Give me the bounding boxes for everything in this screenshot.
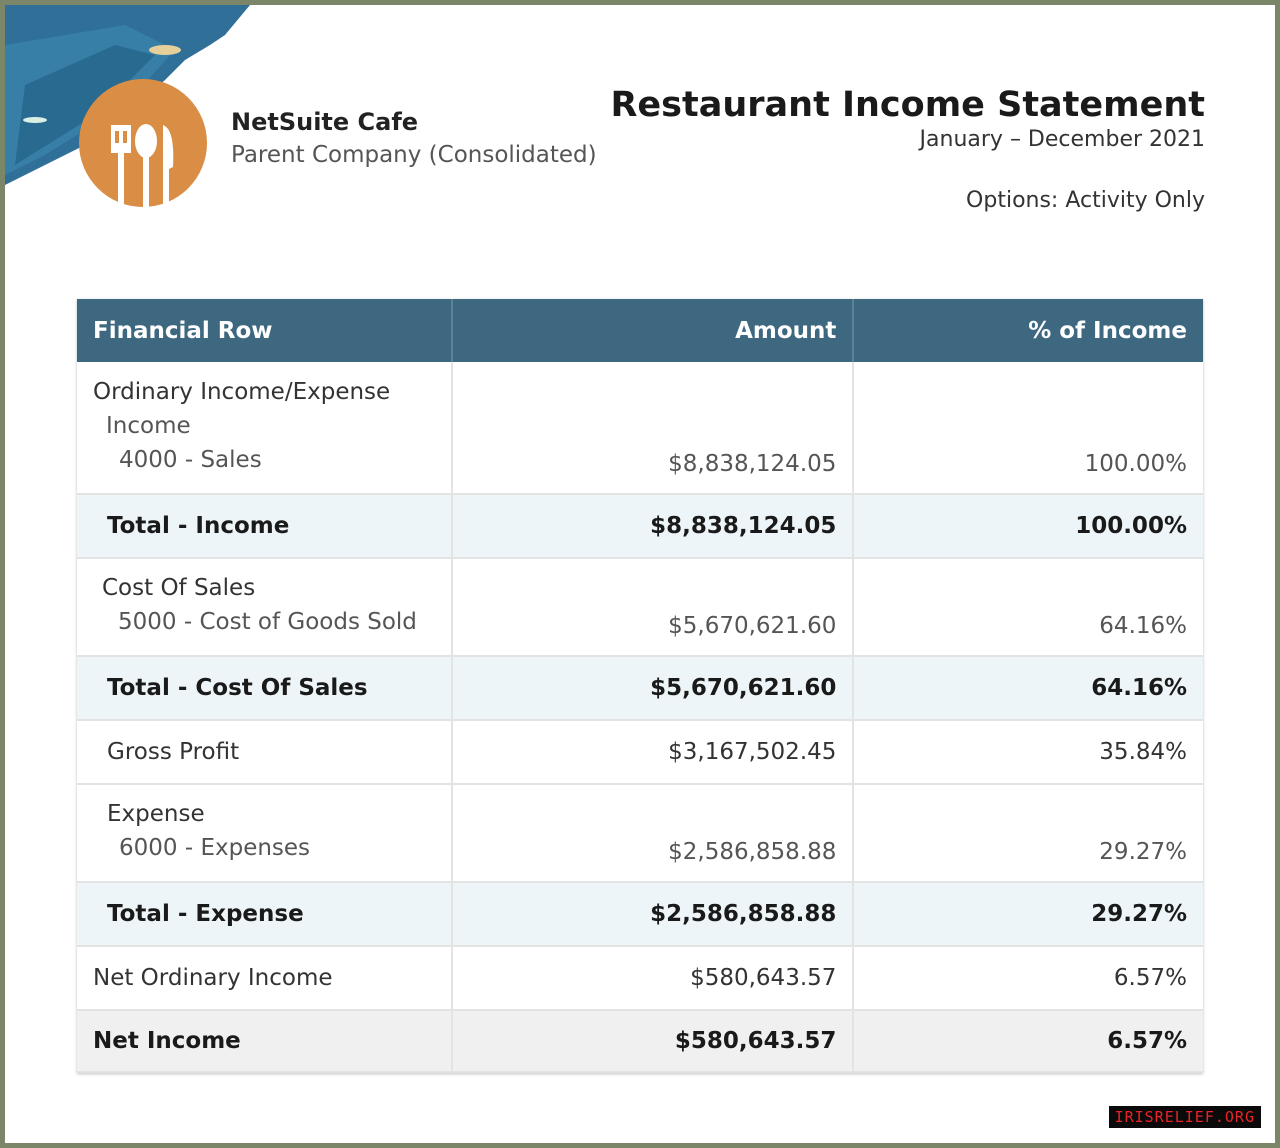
amount-cell: $8,838,124.05: [452, 362, 855, 495]
amount-cell: $2,586,858.88: [452, 784, 855, 883]
amount-cell: $5,670,621.60: [452, 656, 855, 721]
row-label: Net Ordinary Income: [77, 946, 453, 1011]
row-label: 5000 - Cost of Goods Sold: [118, 609, 417, 635]
amount-cell: $3,167,502.45: [452, 720, 855, 785]
table-row: Ordinary Income/Expense Income 4000 - Sa…: [77, 362, 1203, 495]
income-statement-table: Financial Row Amount % of Income Ordinar…: [77, 299, 1203, 1073]
row-label: Gross Profit: [77, 720, 453, 785]
row-label: Income: [106, 413, 191, 439]
amount-cell: $8,838,124.05: [452, 494, 855, 559]
amount-cell: $580,643.57: [452, 946, 855, 1011]
percent-cell: 6.57%: [853, 1010, 1203, 1073]
percent-cell: 100.00%: [853, 362, 1203, 495]
amount-cell: $5,670,621.60: [452, 558, 855, 657]
table-row: Total - Income $8,838,124.05 100.00%: [77, 494, 1203, 559]
report-options: Options: Activity Only: [966, 188, 1205, 213]
row-label: 6000 - Expenses: [119, 835, 311, 861]
percent-cell: 35.84%: [853, 720, 1203, 785]
watermark: IRISRELIEF.ORG: [1108, 1106, 1261, 1128]
report-period: January – December 2021: [919, 127, 1205, 152]
table-row: Total - Cost Of Sales $5,670,621.60 64.1…: [77, 656, 1203, 721]
table-row: Gross Profit $3,167,502.45 35.84%: [77, 720, 1203, 785]
header-amount: Amount: [452, 299, 855, 362]
fork-spoon-knife-icon: [79, 79, 207, 207]
table-header: Financial Row Amount % of Income: [77, 299, 1203, 362]
row-label: Total - Income: [77, 494, 453, 559]
row-label: Cost Of Sales: [102, 575, 256, 601]
header-percent: % of Income: [853, 299, 1203, 362]
percent-cell: 64.16%: [853, 558, 1203, 657]
header-financial-row: Financial Row: [77, 299, 453, 362]
row-label: Ordinary Income/Expense: [93, 379, 391, 405]
amount-cell: $580,643.57: [452, 1010, 855, 1073]
percent-cell: 29.27%: [853, 784, 1203, 883]
percent-cell: 100.00%: [853, 494, 1203, 559]
row-label: Net Income: [77, 1010, 453, 1073]
company-block: NetSuite Cafe Parent Company (Consolidat…: [231, 108, 597, 168]
row-label: Total - Cost Of Sales: [77, 656, 453, 721]
amount-cell: $2,586,858.88: [452, 882, 855, 947]
percent-cell: 64.16%: [853, 656, 1203, 721]
report-title: Restaurant Income Statement: [610, 85, 1205, 125]
percent-cell: 29.27%: [853, 882, 1203, 947]
report-header: Restaurant Income Statement January – De…: [610, 85, 1205, 213]
table-row: Total - Expense $2,586,858.88 29.27%: [77, 882, 1203, 947]
row-label: Expense: [107, 801, 205, 827]
report-page: NetSuite Cafe Parent Company (Consolidat…: [5, 5, 1275, 1143]
table-row: Net Ordinary Income $580,643.57 6.57%: [77, 946, 1203, 1011]
row-label: 4000 - Sales: [119, 447, 262, 473]
company-name: NetSuite Cafe: [231, 108, 419, 136]
percent-cell: 6.57%: [853, 946, 1203, 1011]
subsidiary-name: Parent Company (Consolidated): [231, 142, 597, 168]
table-row: Cost Of Sales 5000 - Cost of Goods Sold …: [77, 558, 1203, 657]
table-row: Expense 6000 - Expenses $2,586,858.88 29…: [77, 784, 1203, 883]
row-label: Total - Expense: [77, 882, 453, 947]
table-row: Net Income $580,643.57 6.57%: [77, 1010, 1203, 1073]
